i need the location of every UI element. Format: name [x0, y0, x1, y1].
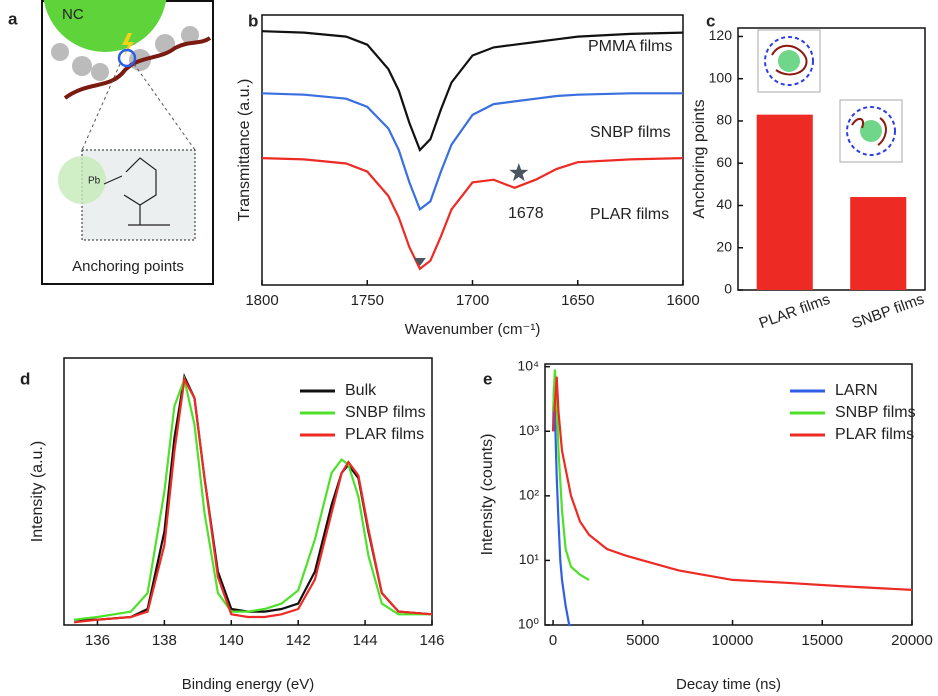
- x-tick-label: 1700: [456, 292, 489, 309]
- x-tick-label: 1800: [245, 292, 278, 309]
- y-tick-label: 120: [709, 27, 733, 43]
- y-tick-label: 10¹: [519, 551, 540, 567]
- y-tick-label: 10⁰: [518, 616, 540, 632]
- x-tick-label: 140: [219, 632, 244, 649]
- bar: [850, 197, 907, 290]
- x-tick-label: 1750: [351, 292, 384, 309]
- legend-label: SNBP films: [345, 404, 426, 421]
- legend-label: SNBP films: [835, 404, 916, 421]
- series-line: [261, 92, 683, 212]
- x-tick-label: 10000: [712, 632, 754, 649]
- y-tick-label: 10⁴: [517, 357, 539, 373]
- x-tick-label: SNBP films: [850, 291, 927, 333]
- series-line: [261, 30, 684, 152]
- panel-label: d: [20, 369, 30, 388]
- y-tick-label: 10³: [519, 422, 540, 438]
- x-axis-label: Decay time (ns): [676, 676, 781, 693]
- nanocrystal: [43, 0, 167, 52]
- diagram-a: Pb NC Anchoring points: [41, 0, 214, 285]
- x-tick-label: 1600: [666, 292, 699, 309]
- nc-label: NC: [62, 6, 84, 23]
- legend-label: PLAR films: [835, 426, 914, 443]
- series-line: [73, 375, 433, 624]
- panel-label: c: [706, 11, 715, 30]
- x-tick-label: 1650: [561, 292, 594, 309]
- x-tick-label: 20000: [891, 632, 933, 649]
- x-axis-label: Binding energy (eV): [182, 676, 315, 693]
- x-tick-label: PLAR films: [757, 291, 833, 332]
- x-tick-label: 136: [85, 632, 110, 649]
- series-label: PMMA films: [588, 38, 672, 55]
- caption: Anchoring points: [72, 258, 184, 275]
- axis-frame: [544, 363, 913, 626]
- c-insets: [757, 29, 903, 163]
- x-tick-label: 138: [152, 632, 177, 649]
- panel-label: b: [248, 11, 258, 30]
- series-label: PLAR films: [590, 206, 669, 223]
- panel-label: a: [8, 9, 18, 28]
- x-axis-label: Wavenumber (cm⁻¹): [405, 321, 541, 338]
- legend-label: Bulk: [345, 382, 377, 399]
- series-line: [73, 375, 432, 621]
- y-tick-label: 0: [724, 281, 732, 297]
- series-line: [261, 157, 684, 271]
- series-line: [552, 376, 913, 591]
- lightning: [122, 33, 134, 56]
- axis-frame: [63, 357, 433, 626]
- bar: [756, 114, 813, 291]
- y-tick-label: 10²: [519, 487, 540, 503]
- legend-label: LARN: [835, 382, 878, 399]
- anchor-circle: [117, 48, 137, 68]
- series-label: SNBP films: [590, 124, 671, 141]
- triangle-marker: [413, 258, 426, 266]
- y-axis-label: Intensity (counts): [479, 434, 496, 556]
- pb-glow: [58, 156, 106, 204]
- y-tick-label: 80: [716, 112, 732, 128]
- x-tick-label: 144: [353, 632, 378, 649]
- star-marker: [509, 163, 529, 182]
- legend-label: PLAR films: [345, 426, 424, 443]
- x-tick-label: 142: [286, 632, 311, 649]
- molecule: [103, 157, 170, 226]
- x-tick-label: 5000: [626, 632, 659, 649]
- panel-label: e: [483, 369, 492, 388]
- y-axis-label: Anchoring points: [691, 99, 708, 218]
- pb-label: Pb: [88, 176, 101, 187]
- y-tick-label: 60: [716, 154, 732, 170]
- y-tick-label: 40: [716, 196, 732, 212]
- x-tick-label: 15000: [801, 632, 843, 649]
- y-axis-label: Transmittance (a.u.): [236, 79, 253, 222]
- axis-frame: [737, 27, 926, 291]
- zoom-lines: [81, 63, 196, 151]
- y-tick-label: 20: [716, 238, 732, 254]
- polymer-chain: [63, 36, 212, 100]
- annotation: 1678: [508, 205, 544, 222]
- x-tick-label: 0: [549, 632, 557, 649]
- x-tick-label: 146: [419, 632, 444, 649]
- y-axis-label: Intensity (a.u.): [29, 441, 46, 542]
- y-tick-label: 100: [709, 69, 733, 85]
